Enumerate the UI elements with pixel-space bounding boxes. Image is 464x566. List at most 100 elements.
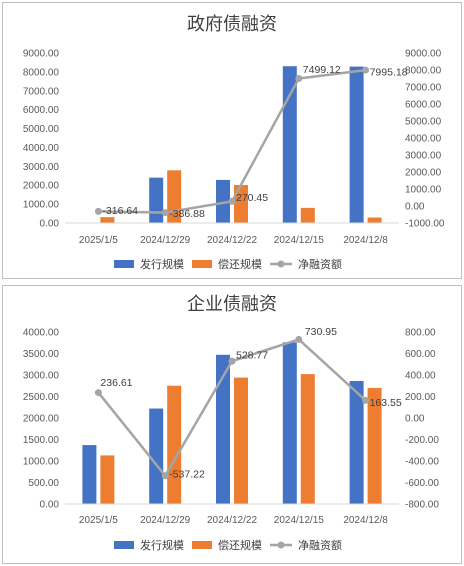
bar-repayment (300, 207, 315, 223)
y-right-tick-label: 0.00 (405, 202, 425, 213)
bar-repayment (167, 385, 182, 504)
y-right-tick-label: -800.00 (405, 500, 439, 511)
net-financing-point (228, 357, 236, 365)
chart-svg: 企业债融资 0.00 500.00 1000.00 1500.00 2000.00 2500… (23, 294, 440, 552)
data-label: -316.64 (102, 205, 138, 217)
net-financing-point (161, 472, 169, 480)
legend-label: 发行规模 (140, 257, 184, 271)
x-tick-label: 2024/12/8 (343, 515, 388, 526)
y-left-tick-label: 8000.00 (23, 67, 60, 78)
bar-repayment (300, 374, 315, 504)
x-tick-label: 2024/12/29 (140, 515, 190, 526)
chart-panel-corporate-bonds: 企业债融资 0.00 500.00 1000.00 1500.00 2000.00 2500… (2, 285, 462, 564)
data-label: 236.61 (100, 377, 132, 389)
y-left-tick-label: 500.00 (28, 478, 59, 489)
legend-label: 发行规模 (140, 538, 184, 552)
bar-issuance (282, 66, 297, 223)
y-right-tick-label: 8000.00 (405, 66, 442, 77)
y-right-tick-label: 5000.00 (405, 117, 442, 128)
net-financing-point (362, 396, 370, 404)
data-label: 163.55 (370, 397, 402, 409)
legend-item: 净融资额 (270, 257, 342, 271)
y-right-tick-label: 9000.00 (405, 49, 442, 60)
y-left-tick-label: 2000.00 (23, 181, 60, 192)
y-right-tick-label: -1000.00 (405, 219, 445, 230)
legend-item: 偿还规模 (192, 538, 262, 552)
net-financing-point (161, 209, 169, 217)
net-financing-point (94, 389, 102, 397)
y-left-tick-label: 1000.00 (23, 457, 60, 468)
data-label: 7995.18 (370, 67, 408, 79)
chart-title: 政府债融资 (187, 14, 277, 34)
y-right-tick-label: 0.00 (405, 414, 425, 425)
net-financing-point (295, 75, 303, 83)
y-left-tick-label: 2500.00 (23, 392, 60, 403)
bar-issuance (149, 408, 164, 504)
y-right-tick-label: 1000.00 (405, 185, 442, 196)
y-left-tick-label: 0.00 (40, 500, 60, 511)
data-label: 7499.12 (303, 64, 341, 76)
data-label: 528.77 (236, 350, 268, 362)
bar-repayment (100, 455, 115, 504)
y-right-tick-label: -400.00 (405, 457, 439, 468)
y-left-tick-label: 0.00 (40, 219, 60, 230)
x-tick-label: 2024/12/8 (343, 235, 388, 246)
bar-repayment (234, 185, 248, 223)
y-left-tick-label: 3500.00 (23, 349, 60, 360)
y-right-tick-label: 600.00 (405, 349, 436, 360)
legend-swatch (114, 260, 134, 268)
legend-marker (277, 260, 285, 268)
y-left-tick-label: 9000.00 (23, 49, 60, 60)
data-label: -386.88 (169, 208, 205, 220)
legend-swatch (192, 541, 212, 549)
bar-issuance (149, 177, 164, 223)
bar-issuance (282, 342, 297, 504)
y-left-tick-label: 4000.00 (23, 143, 60, 154)
y-left-tick-label: 7000.00 (23, 86, 60, 97)
legend-item: 发行规模 (114, 257, 184, 271)
legend-label: 净融资额 (298, 538, 342, 552)
data-label: -537.22 (169, 468, 205, 480)
legend-label: 净融资额 (298, 257, 342, 271)
y-right-tick-label: 2000.00 (405, 168, 442, 179)
chart-title: 企业债融资 (187, 294, 277, 314)
legend-label: 偿还规模 (218, 257, 262, 271)
y-left-tick-label: 5000.00 (23, 124, 60, 135)
y-right-tick-label: 4000.00 (405, 134, 442, 145)
legend-label: 偿还规模 (218, 538, 262, 552)
bar-issuance (349, 381, 364, 504)
data-label: 270.45 (236, 192, 268, 204)
bar-issuance (82, 445, 97, 504)
bar-repayment (367, 217, 382, 223)
legend-item: 净融资额 (270, 538, 342, 552)
y-right-tick-label: 7000.00 (405, 83, 442, 94)
legend-swatch (114, 541, 134, 549)
x-tick-label: 2024/12/29 (140, 235, 190, 246)
chart-panel-government-bonds: 政府债融资 0.00 1000.00 2000.00 3000.00 4000.00 500… (2, 2, 462, 279)
y-left-tick-label: 1500.00 (23, 435, 60, 446)
bar-repayment (234, 377, 248, 504)
net-financing-point (362, 66, 370, 74)
x-tick-label: 2024/12/22 (207, 515, 257, 526)
legend-swatch (192, 260, 212, 268)
net-financing-point (94, 207, 102, 215)
y-right-tick-label: 200.00 (405, 392, 436, 403)
bar-issuance (349, 66, 364, 223)
y-left-tick-label: 4000.00 (23, 328, 60, 339)
y-left-tick-label: 3000.00 (23, 371, 60, 382)
bar-issuance (216, 354, 230, 504)
bar-issuance (216, 179, 230, 223)
y-right-tick-label: -600.00 (405, 478, 439, 489)
legend-item: 发行规模 (114, 538, 184, 552)
y-right-tick-label: 3000.00 (405, 151, 442, 162)
chart-svg: 政府债融资 0.00 1000.00 2000.00 3000.00 4000.00 500… (23, 14, 445, 271)
y-right-tick-label: -200.00 (405, 435, 439, 446)
legend-marker (277, 541, 285, 549)
bar-repayment (100, 217, 115, 223)
x-tick-label: 2024/12/15 (274, 515, 324, 526)
y-left-tick-label: 3000.00 (23, 162, 60, 173)
x-tick-label: 2024/12/22 (207, 235, 257, 246)
net-financing-line (98, 68, 366, 214)
net-financing-point (295, 335, 303, 343)
x-tick-label: 2025/1/5 (79, 235, 118, 246)
